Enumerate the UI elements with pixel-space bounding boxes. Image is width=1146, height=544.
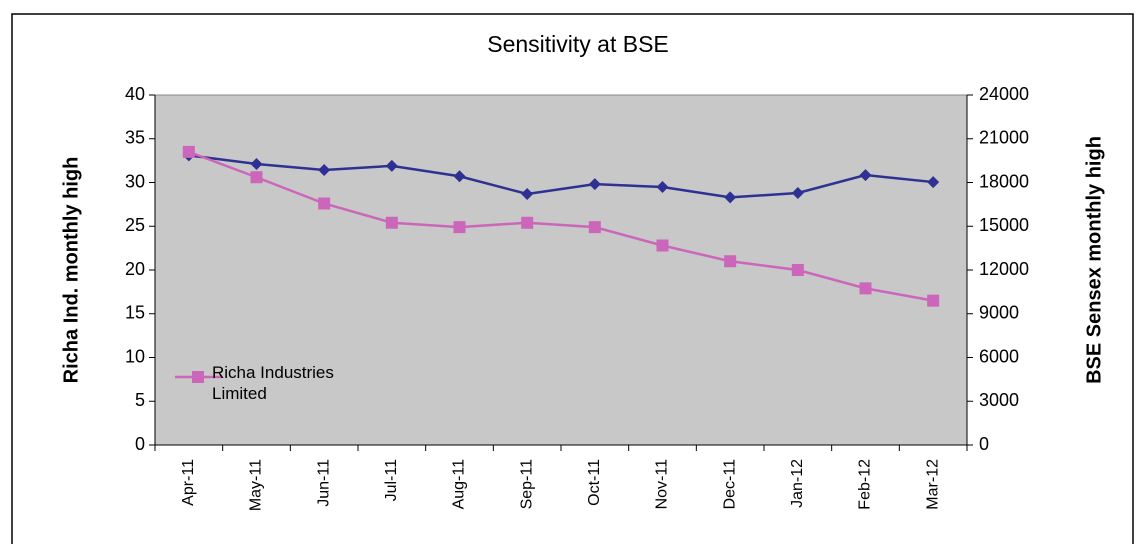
data-point (656, 239, 669, 252)
data-point (521, 216, 534, 229)
legend-marker (192, 371, 204, 383)
x-tick-label: Jun-11 (315, 459, 332, 507)
x-tick-label: May-11 (248, 459, 265, 511)
data-point (385, 216, 398, 229)
legend-label: Richa Industries Limited (212, 363, 334, 403)
series-line (188, 154, 934, 199)
y-tick-label: 10 (125, 346, 145, 366)
series-line (188, 150, 934, 302)
y2-tick-label: 18000 (979, 171, 1029, 191)
plot-area (154, 94, 968, 446)
x-tick-label: Sep-11 (518, 459, 535, 510)
data-point (656, 181, 669, 194)
y2-tick-label: 12000 (979, 259, 1029, 279)
chart-title: Sensitivity at BSE (487, 31, 669, 57)
data-point (927, 176, 940, 189)
data-point (927, 294, 940, 307)
y-tick-label: 20 (125, 259, 145, 279)
data-point (724, 255, 737, 268)
data-point (385, 159, 398, 172)
x-tick-label: Oct-11 (586, 459, 603, 506)
data-point (724, 191, 737, 204)
y2-tick-label: 3000 (979, 390, 1019, 410)
data-point (859, 169, 872, 182)
y-tick-label: 15 (125, 303, 145, 323)
data-point (859, 282, 872, 295)
y2-tick-label: 0 (979, 434, 989, 454)
y-tick-label: 35 (125, 128, 145, 148)
x-tick-label: Nov-11 (654, 459, 671, 509)
y-tick-label: 30 (125, 171, 145, 191)
y-tick-label: 40 (125, 84, 145, 104)
y2-tick-label: 15000 (979, 215, 1029, 235)
x-tick-label: Jan-12 (789, 459, 806, 508)
y-tick-label: 5 (135, 390, 145, 410)
x-tick-label: Mar-12 (924, 459, 941, 510)
y2-tick-label: 9000 (979, 303, 1019, 323)
y2-tick-label: 24000 (979, 84, 1029, 104)
x-tick-label: Dec-11 (721, 459, 738, 509)
data-point (453, 221, 466, 234)
y-tick-label: 0 (135, 434, 145, 454)
y2-tick-label: 6000 (979, 346, 1019, 366)
y2-axis-title: BSE Sensex monthly high (1083, 136, 1105, 384)
data-point (250, 171, 263, 184)
y2-tick-label: 21000 (979, 128, 1029, 148)
data-point (182, 145, 195, 158)
x-tick-label: Apr-11 (180, 459, 197, 506)
y-axis-title: Richa Ind. monthly high (60, 157, 82, 384)
data-point (453, 170, 466, 183)
data-point (588, 221, 601, 234)
data-point (588, 178, 601, 191)
data-point (318, 163, 331, 176)
data-point (521, 188, 534, 201)
y-tick-label: 25 (125, 215, 145, 235)
data-point (791, 187, 804, 199)
x-tick-label: Aug-11 (451, 459, 468, 510)
data-point (791, 264, 804, 276)
data-point (318, 197, 331, 210)
x-tick-label: Jul-11 (383, 459, 400, 501)
data-point (250, 157, 263, 170)
x-tick-label: Feb-12 (857, 459, 874, 510)
